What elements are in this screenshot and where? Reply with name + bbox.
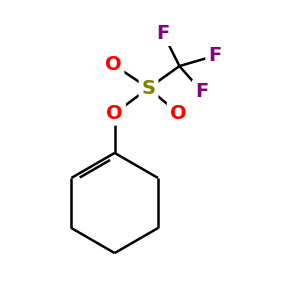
Text: F: F: [195, 82, 208, 100]
Text: O: O: [106, 104, 123, 123]
Text: O: O: [170, 104, 186, 123]
Text: F: F: [208, 46, 221, 65]
Text: F: F: [157, 24, 170, 43]
Text: O: O: [105, 55, 122, 74]
Text: S: S: [142, 79, 155, 98]
